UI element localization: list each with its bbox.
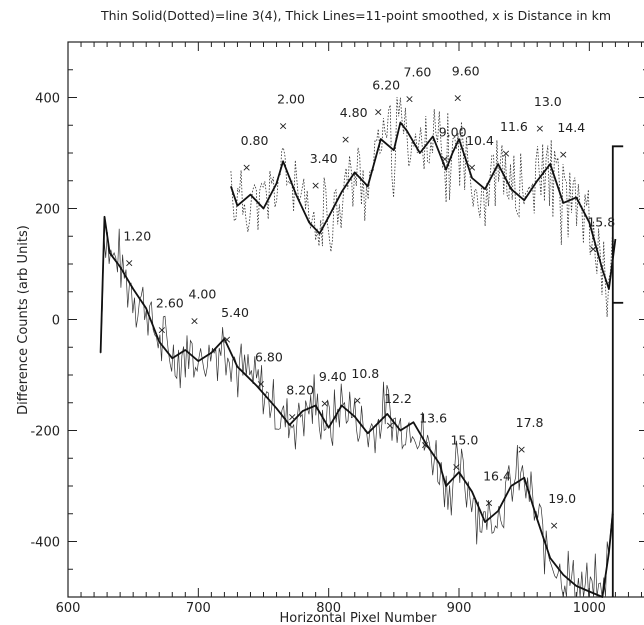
distance-markers: ×0.80×2.00×3.40×4.80 ×6.20×7.60×9.00×9.60… bbox=[123, 64, 615, 532]
distance-label: 10.8 bbox=[351, 366, 379, 381]
distance-x-marker: × bbox=[353, 394, 362, 407]
distance-label: 6.80 bbox=[255, 349, 283, 364]
y-tick-label: -400 bbox=[30, 536, 60, 551]
distance-x-marker: × bbox=[517, 443, 526, 456]
y-tick-labels: -400 -200 0 200 400 bbox=[30, 92, 60, 551]
distance-label: 9.40 bbox=[319, 369, 347, 384]
distance-label: 1.20 bbox=[123, 228, 151, 243]
distance-x-marker: × bbox=[421, 438, 430, 451]
distance-x-marker: × bbox=[589, 242, 598, 255]
distance-x-marker: × bbox=[242, 161, 251, 174]
upper-smoothed-line bbox=[230, 121, 617, 290]
distance-label: 10.4 bbox=[466, 133, 494, 148]
distance-label: 4.80 bbox=[340, 105, 368, 120]
x-tick-labels: 600 700 800 900 1000 bbox=[56, 601, 606, 616]
distance-x-marker: × bbox=[157, 323, 166, 336]
x-tick-label: 700 bbox=[186, 601, 211, 616]
distance-x-marker: × bbox=[256, 377, 265, 390]
distance-label: 15.0 bbox=[450, 433, 478, 448]
step-line bbox=[611, 145, 624, 597]
y-tick-label: 0 bbox=[52, 314, 60, 329]
distance-label: 15.8 bbox=[587, 214, 615, 229]
y-axis-title: Difference Counts (arb Units) bbox=[16, 225, 31, 415]
distance-label: 5.40 bbox=[221, 305, 249, 320]
distance-x-marker: × bbox=[559, 148, 568, 161]
distance-x-marker: × bbox=[550, 519, 559, 532]
distance-label: 0.80 bbox=[241, 133, 269, 148]
y-tick-label: 200 bbox=[35, 203, 60, 218]
distance-x-marker: × bbox=[222, 333, 231, 346]
distance-label: 19.0 bbox=[548, 491, 576, 506]
distance-label: 3.40 bbox=[310, 151, 338, 166]
distance-label: 8.20 bbox=[286, 383, 314, 398]
distance-x-marker: × bbox=[467, 161, 476, 174]
distance-label: 9.00 bbox=[439, 125, 467, 140]
distance-x-marker: × bbox=[535, 122, 544, 135]
distance-label: 6.20 bbox=[372, 77, 400, 92]
lower-smoothed-line bbox=[99, 215, 614, 598]
distance-label: 13.0 bbox=[534, 94, 562, 109]
distance-x-marker: × bbox=[374, 105, 383, 118]
y-tick-label: -200 bbox=[30, 425, 60, 440]
distance-x-marker: × bbox=[405, 93, 414, 106]
distance-x-marker: × bbox=[501, 147, 510, 160]
distance-x-marker: × bbox=[320, 397, 329, 410]
data-lines bbox=[99, 97, 624, 598]
distance-x-marker: × bbox=[278, 119, 287, 132]
distance-x-marker: × bbox=[125, 256, 134, 269]
chart-title: Thin Solid(Dotted)=line 3(4), Thick Line… bbox=[100, 8, 611, 23]
distance-x-marker: × bbox=[341, 133, 350, 146]
distance-label: 17.8 bbox=[516, 415, 544, 430]
distance-label: 13.6 bbox=[419, 410, 447, 425]
distance-label: 2.60 bbox=[156, 295, 184, 310]
distance-x-marker: × bbox=[440, 153, 449, 166]
x-axis-title: Horizontal Pixel Number bbox=[280, 611, 438, 625]
distance-x-marker: × bbox=[484, 497, 493, 510]
distance-label: 4.00 bbox=[189, 287, 217, 302]
distance-x-marker: × bbox=[452, 461, 461, 474]
y-tick-label: 400 bbox=[35, 92, 60, 107]
x-tick-label: 1000 bbox=[573, 601, 606, 616]
distance-label: 12.2 bbox=[384, 391, 412, 406]
x-tick-label: 800 bbox=[316, 601, 341, 616]
lower-raw-thin-line bbox=[100, 228, 613, 598]
distance-label: 16.4 bbox=[483, 469, 511, 484]
distance-x-marker: × bbox=[453, 92, 462, 105]
distance-label: 2.00 bbox=[277, 91, 305, 106]
distance-x-marker: × bbox=[311, 179, 320, 192]
x-tick-label: 600 bbox=[56, 601, 81, 616]
distance-label: 9.60 bbox=[452, 64, 480, 79]
distance-x-marker: × bbox=[190, 315, 199, 328]
x-tick-label: 900 bbox=[447, 601, 472, 616]
distance-x-marker: × bbox=[288, 411, 297, 424]
distance-label: 7.60 bbox=[404, 65, 432, 80]
distance-x-marker: × bbox=[385, 419, 394, 432]
distance-label: 14.4 bbox=[557, 120, 585, 135]
distance-label: 11.6 bbox=[500, 119, 528, 134]
